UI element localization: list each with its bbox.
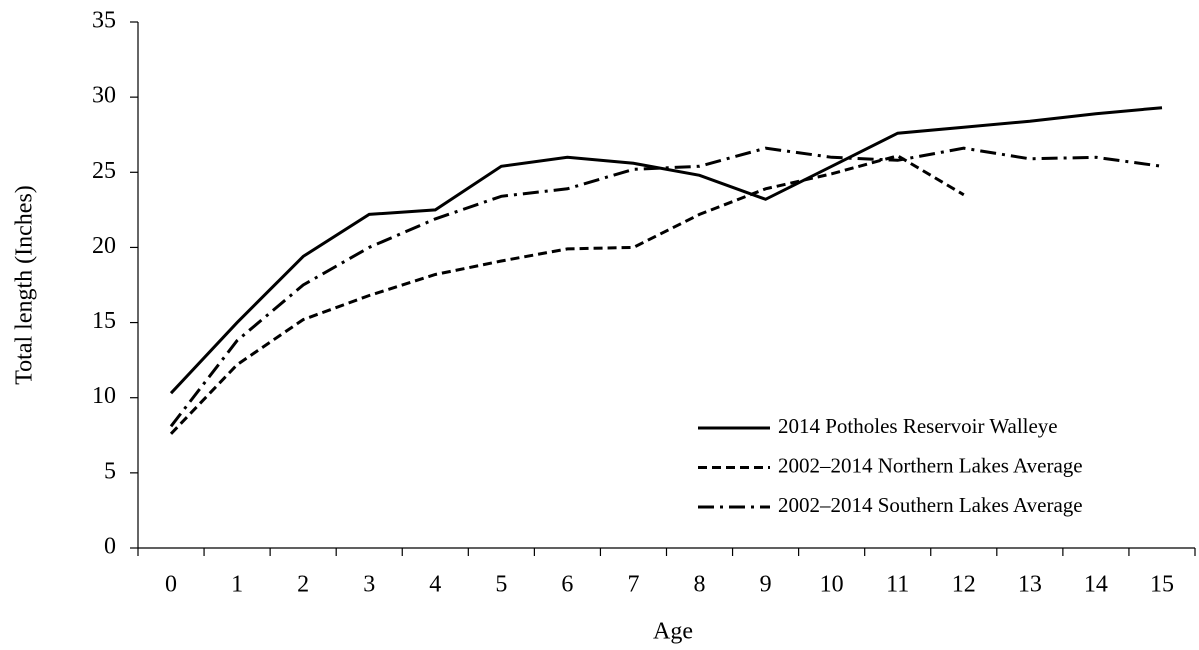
x-tick-label: 11 bbox=[886, 572, 909, 598]
x-tick-label: 12 bbox=[952, 572, 976, 598]
x-tick-label: 1 bbox=[231, 572, 243, 598]
legend-label: 2002–2014 Northern Lakes Average bbox=[778, 453, 1083, 477]
legend-label: 2014 Potholes Reservoir Walleye bbox=[778, 414, 1058, 438]
y-axis-label: Total length (Inches) bbox=[12, 185, 38, 385]
x-tick-label: 8 bbox=[694, 572, 706, 598]
x-tick-label: 6 bbox=[561, 572, 573, 598]
x-tick-label: 3 bbox=[363, 572, 375, 598]
x-tick-label: 5 bbox=[495, 572, 507, 598]
y-tick-label: 15 bbox=[92, 308, 116, 334]
x-tick-label: 14 bbox=[1084, 572, 1108, 598]
x-tick-label: 7 bbox=[627, 572, 639, 598]
y-tick-label: 5 bbox=[104, 458, 116, 484]
series-line bbox=[169, 154, 965, 435]
x-tick-label: 9 bbox=[760, 572, 772, 598]
x-tick-label: 4 bbox=[429, 572, 441, 598]
x-tick-label: 2 bbox=[297, 572, 309, 598]
x-tick-label: 13 bbox=[1018, 572, 1042, 598]
x-tick-label: 15 bbox=[1150, 572, 1174, 598]
y-tick-label: 0 bbox=[104, 534, 116, 560]
y-tick-label: 20 bbox=[92, 233, 116, 259]
series-line bbox=[169, 106, 1163, 395]
x-tick-label: 0 bbox=[165, 572, 177, 598]
series-line bbox=[169, 146, 1163, 428]
y-tick-label: 30 bbox=[92, 83, 116, 109]
y-tick-label: 35 bbox=[92, 8, 116, 34]
x-axis-label: Age bbox=[653, 619, 693, 645]
y-tick-label: 25 bbox=[92, 158, 116, 184]
x-tick-label: 10 bbox=[820, 572, 844, 598]
y-tick-label: 10 bbox=[92, 383, 116, 409]
legend-label: 2002–2014 Southern Lakes Average bbox=[778, 493, 1083, 517]
